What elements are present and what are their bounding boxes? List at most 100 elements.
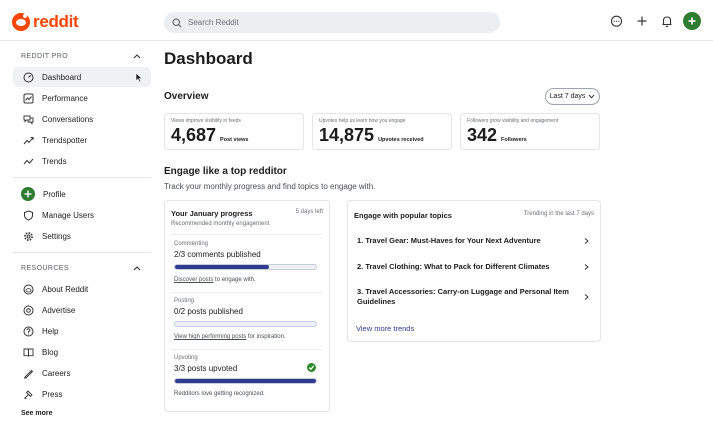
engage-heading: Engage like a top redditor [164, 166, 287, 177]
progress-bar-fill [175, 379, 316, 383]
topic-item[interactable]: 1. Travel Gear: Must-Haves for Your Next… [357, 236, 593, 246]
notifications-bell-icon[interactable] [658, 13, 675, 30]
overview-heading: Overview [164, 91, 209, 102]
trendspotter-icon [23, 135, 34, 146]
days-left: 5 days left [295, 209, 323, 215]
reddit-alien-icon [12, 13, 30, 31]
profile-plus-icon [21, 187, 35, 201]
chart-icon [23, 93, 34, 104]
sidebar-item-label: Trendspotter [42, 135, 88, 145]
view-high-performing-posts-link[interactable]: View high performing posts [174, 334, 247, 340]
topic-label: 1. Travel Gear: Must-Haves for Your Next… [357, 236, 541, 245]
progress-subtitle: Recommended monthly engagement [171, 221, 270, 227]
sidebar-item-advertise[interactable]: Advertise [13, 300, 151, 320]
sidebar-item-label: Conversations [42, 114, 94, 124]
progress-divider [171, 292, 323, 293]
sidebar-item-about-reddit[interactable]: About Reddit [13, 279, 151, 299]
stat-caption: Upvotes help us learn how you engage [319, 118, 406, 124]
sidebar-item-label: Manage Users [42, 210, 95, 220]
sidebar-item-help[interactable]: Help [13, 321, 151, 341]
search-bar[interactable] [164, 12, 500, 33]
sidebar-item-trends[interactable]: Trends [13, 151, 151, 171]
sidebar-item-blog[interactable]: Blog [13, 342, 151, 362]
stat-unit: Followers [501, 137, 527, 143]
plus-icon [688, 17, 696, 25]
topic-item[interactable]: 2. Travel Clothing: What to Pack for Dif… [357, 262, 593, 272]
sidebar-divider [13, 177, 151, 178]
logo-text: reddit [33, 12, 79, 31]
sidebar-item-press[interactable]: Press [13, 384, 151, 404]
search-input[interactable] [188, 18, 488, 27]
topics-trend-note: Trending in the last 7 days [523, 211, 594, 217]
progress-title: Your January progress [171, 209, 253, 218]
task-note: View high performing posts for inspirati… [174, 334, 286, 340]
chevron-right-icon [584, 238, 589, 244]
sidebar-item-manage-users[interactable]: Manage Users [13, 205, 151, 225]
task-category: Upvoting [174, 355, 198, 361]
sidebar-item-dashboard[interactable]: Dashboard [13, 67, 151, 87]
resources-section-heading: RESOURCES [21, 265, 69, 272]
discover-posts-link[interactable]: Discover posts [174, 277, 214, 283]
sidebar-item-careers[interactable]: Careers [13, 363, 151, 383]
sidebar-item-conversations[interactable]: Conversations [13, 109, 151, 129]
stat-unit: Post views [220, 137, 249, 143]
chevron-down-icon [589, 94, 595, 99]
view-more-trends-link[interactable]: View more trends [356, 324, 415, 333]
progress-bar-commenting [174, 264, 317, 270]
topic-label: 2. Travel Clothing: What to Pack for Dif… [357, 262, 550, 271]
sidebar-item-profile[interactable]: Profile [13, 184, 151, 204]
press-icon [23, 389, 34, 400]
topic-label: 3. Travel Accessories: Carry-on Luggage … [357, 287, 569, 306]
sidebar-item-label: Advertise [42, 305, 76, 315]
create-button[interactable] [683, 12, 701, 30]
monthly-progress-card: Your January progress 5 days left Recomm… [164, 200, 330, 412]
stat-card-followers: Followers grow visibility and engagement… [460, 113, 600, 150]
task-title: 0/2 posts published [174, 307, 243, 316]
chevron-up-icon[interactable] [133, 53, 141, 59]
chevron-up-icon[interactable] [133, 265, 141, 271]
chevron-right-icon [584, 294, 589, 300]
topics-title: Engage with popular topics [354, 211, 452, 220]
progress-bar-fill [175, 265, 270, 269]
task-title: 2/3 comments published [174, 250, 261, 259]
page-title: Dashboard [164, 49, 253, 68]
reddit-icon [23, 284, 34, 295]
sidebar-item-settings[interactable]: Settings [13, 226, 151, 246]
stat-value: 342 [467, 125, 498, 145]
chat-icon[interactable] [608, 13, 625, 30]
stat-caption: Views improve visibility in feeds [171, 118, 241, 124]
top-bar: reddit [0, 0, 713, 41]
date-range-dropdown[interactable]: Last 7 days [545, 88, 600, 105]
gear-icon [23, 231, 34, 242]
conversations-icon [23, 114, 34, 125]
stat-value: 4,687 [171, 125, 217, 145]
task-note-text: to engage with. [213, 277, 256, 283]
sidebar-item-trendspotter[interactable]: Trendspotter [13, 130, 151, 150]
task-note: Discover posts to engage with. [174, 277, 256, 283]
sidebar-item-label: Settings [42, 231, 71, 241]
create-post-icon[interactable] [633, 13, 650, 30]
stat-unit: Upvotes received [378, 137, 424, 143]
popular-topics-card: Engage with popular topics Trending in t… [347, 200, 601, 342]
search-icon [172, 17, 182, 28]
checkmark-icon [307, 363, 316, 372]
sidebar-item-label: Press [42, 389, 63, 399]
progress-divider [171, 349, 323, 350]
progress-bar-posting [174, 321, 317, 327]
sidebar-item-label: Trends [42, 156, 67, 166]
topic-item[interactable]: 3. Travel Accessories: Carry-on Luggage … [357, 287, 593, 307]
task-note: Redditors love getting recognized. [174, 391, 265, 397]
see-more-link[interactable]: See more [21, 410, 53, 417]
sidebar-item-label: Blog [42, 347, 59, 357]
reddit-logo[interactable]: reddit [12, 12, 79, 32]
sidebar-item-performance[interactable]: Performance [13, 88, 151, 108]
stat-value: 14,875 [319, 125, 375, 145]
sidebar-item-label: Performance [42, 93, 88, 103]
careers-icon [23, 368, 34, 379]
chevron-right-icon [584, 264, 589, 270]
task-note-text: for inspiration. [246, 334, 286, 340]
shield-icon [23, 209, 34, 221]
task-category: Posting [174, 298, 195, 304]
pro-section-heading: REDDIT PRO [21, 53, 69, 60]
task-category: Commenting [174, 241, 209, 247]
